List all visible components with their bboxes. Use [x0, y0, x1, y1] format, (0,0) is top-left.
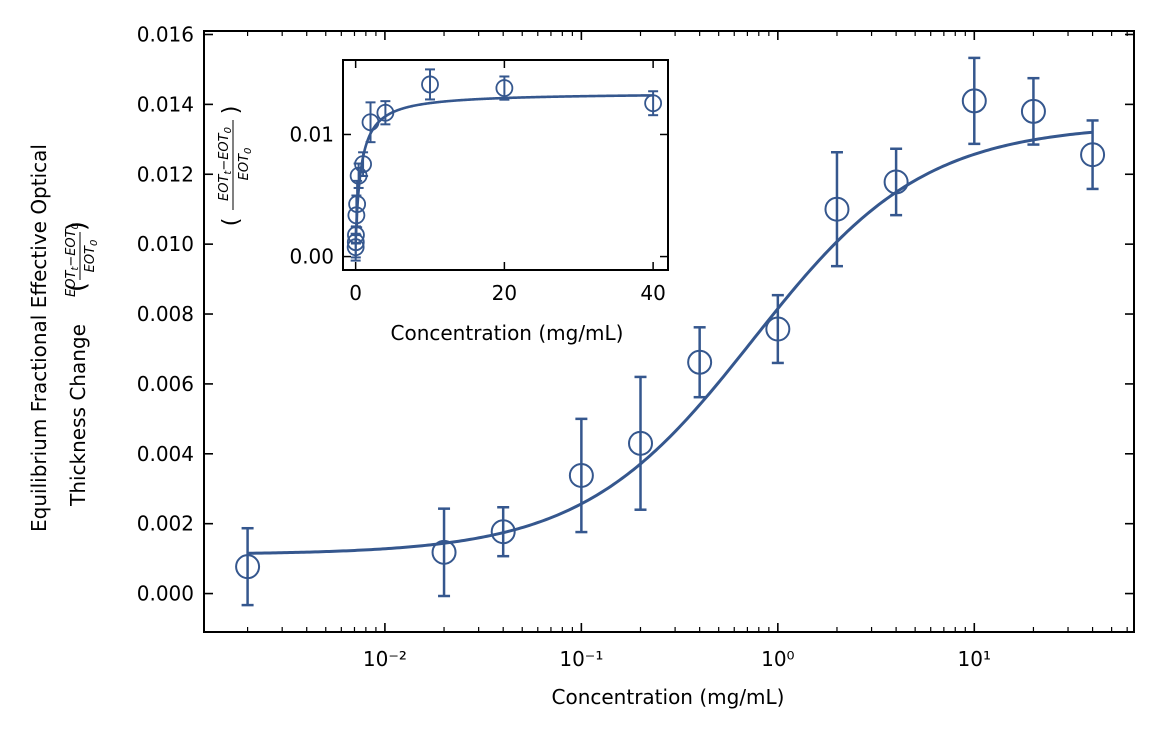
main-data-point	[765, 316, 791, 342]
inset-data-point	[421, 75, 439, 94]
inset-y-axis-formula: ( EOTt−EOT0 EOT0 )	[217, 106, 254, 227]
main-y-tick-label: 0.000	[137, 582, 194, 606]
inset-y-tick-label: 0.00	[289, 245, 334, 269]
axis-labels: Concentration (mg/mL) Equilibrium Fracti…	[27, 106, 785, 709]
main-y-tick-label: 0.008	[137, 302, 194, 326]
main-fit-curve	[247, 130, 1093, 555]
main-y-tick-label: 0.012	[137, 162, 194, 186]
inset-data-point	[644, 94, 663, 113]
main-data-point	[687, 349, 713, 375]
inset-data-point	[376, 103, 395, 122]
inset-plot-frame	[342, 59, 669, 271]
main-data-point	[431, 539, 457, 565]
main-x-tick-label: 10⁻²	[363, 647, 407, 671]
inset-data-point	[354, 155, 372, 174]
main-plot: 0.0000.0020.0040.0060.0080.0100.0120.014…	[137, 22, 1135, 671]
main-plot-frame	[203, 30, 1135, 633]
main-x-tick-label: 10⁰	[761, 647, 794, 671]
main-y-axis-label-line1: Equilibrium Fractional Effective Optical	[27, 144, 51, 532]
inset-data-point	[495, 79, 514, 97]
main-data-point	[824, 196, 850, 222]
main-y-tick-label: 0.004	[137, 442, 194, 466]
inset-x-tick-label: 20	[492, 281, 517, 305]
svg-text:(: (	[219, 218, 244, 227]
main-y-tick-label: 0.002	[137, 512, 194, 536]
svg-text:(: (	[62, 282, 92, 292]
svg-text:): )	[62, 221, 92, 231]
main-data-point	[1080, 142, 1106, 168]
svg-text:EOTt−EOT0: EOTt−EOT0	[217, 127, 234, 201]
main-data-point	[235, 554, 261, 580]
main-y-tick-label: 0.010	[137, 232, 194, 256]
inset-y-tick-label: 0.01	[289, 122, 334, 146]
inset-x-tick-label: 40	[640, 281, 665, 305]
svg-text:EOTt−EOT0: EOTt−EOT0	[64, 223, 81, 297]
main-data-point	[490, 519, 516, 545]
main-y-axis-label-line2: Thickness Change	[66, 324, 90, 507]
main-data-point	[1020, 98, 1046, 124]
main-y-axis-formula: ( EOTt−EOT0 EOT0 )	[62, 221, 100, 297]
main-data-point	[961, 88, 987, 114]
inset-data-point	[348, 195, 367, 213]
inset-x-tick-label: 0	[349, 281, 362, 305]
inset-data-point	[361, 113, 380, 132]
main-x-tick-label: 10¹	[958, 647, 991, 671]
main-data-point	[628, 430, 654, 456]
main-data-point	[883, 169, 909, 195]
main-y-tick-label: 0.014	[137, 92, 194, 116]
main-y-tick-label: 0.016	[137, 22, 194, 46]
inset-plot: 0.00 0.01 0 20 40	[289, 59, 669, 305]
svg-text:EOT0: EOT0	[83, 240, 100, 273]
main-x-axis-label: Concentration (mg/mL)	[552, 685, 785, 709]
svg-text:): )	[219, 106, 244, 115]
main-y-tick-label: 0.006	[137, 372, 194, 396]
main-x-tick-label: 10⁻¹	[559, 647, 603, 671]
main-data-point	[568, 462, 594, 488]
svg-text:EOT0: EOT0	[237, 148, 254, 181]
inset-x-axis-label: Concentration (mg/mL)	[391, 321, 624, 345]
